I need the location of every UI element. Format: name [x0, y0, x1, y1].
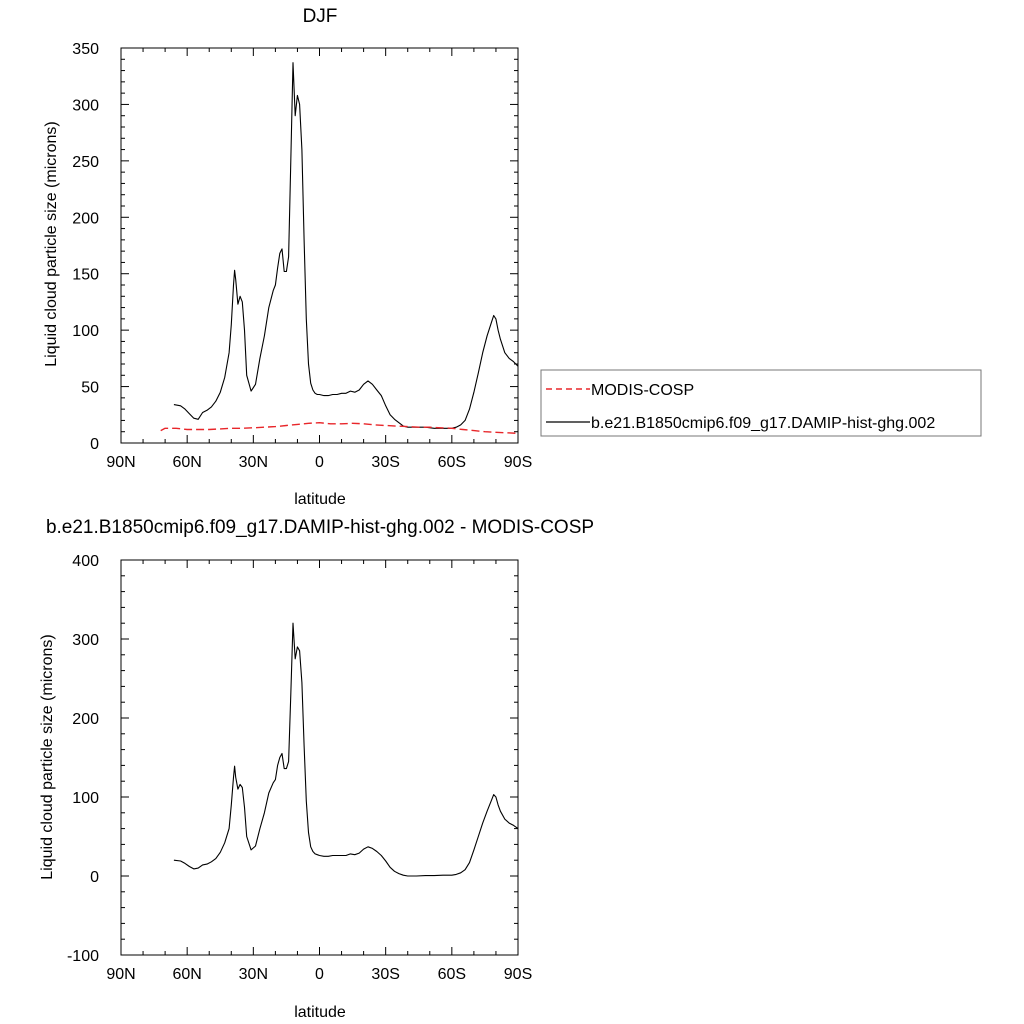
bottom-x-tick-label: 90S — [504, 966, 532, 983]
top-plot-frame — [120, 47, 519, 444]
top-x-tick-label: 90S — [504, 454, 532, 471]
top-x-axis-label: latitude — [294, 491, 346, 508]
bottom-x-tick-label: 90N — [106, 966, 135, 983]
bottom-plot-frame — [120, 559, 519, 956]
bottom-y-tick-label: 200 — [72, 711, 99, 728]
bottom-y-tick-label: 100 — [72, 790, 99, 807]
bottom-panel-title: b.e21.B1850cmip6.f09_g17.DAMIP-hist-ghg.… — [46, 517, 594, 538]
top-panel-title: DJF — [303, 6, 338, 27]
bottom-x-tick-label: 0 — [315, 966, 324, 983]
top-ticks: 90N 60N 30N 0 30S 60S 90S 0 50 100 150 200 250 300 350 — [72, 41, 532, 471]
bottom-x-axis-label: latitude — [294, 1004, 346, 1021]
top-series-line-model — [173, 62, 519, 429]
bottom-y-tick-label: -100 — [67, 948, 99, 965]
top-y-tick-label: 0 — [90, 436, 99, 453]
bottom-series-line-difference — [173, 622, 519, 877]
legend: MODIS-COSP b.e21.B1850cmip6.f09_g17.DAMI… — [540, 369, 982, 437]
top-y-tick-label: 250 — [72, 154, 99, 171]
bottom-y-tick-label: 400 — [72, 553, 99, 570]
top-y-axis-label: Liquid cloud particle size (microns) — [43, 121, 60, 366]
top-x-tick-label: 30N — [239, 454, 268, 471]
bottom-x-tick-label: 30S — [371, 966, 399, 983]
legend-label-model: b.e21.B1850cmip6.f09_g17.DAMIP-hist-ghg.… — [591, 415, 935, 432]
top-x-tick-label: 90N — [106, 454, 135, 471]
bottom-x-tick-label: 60S — [438, 966, 466, 983]
top-y-tick-label: 100 — [72, 323, 99, 340]
top-x-tick-label: 0 — [315, 454, 324, 471]
legend-label-modis-cosp: MODIS-COSP — [591, 382, 694, 399]
top-y-tick-label: 150 — [72, 267, 99, 284]
bottom-x-tick-label: 30N — [239, 966, 268, 983]
bottom-y-tick-label: 0 — [90, 869, 99, 886]
bottom-panel: b.e21.B1850cmip6.f09_g17.DAMIP-hist-ghg.… — [39, 517, 594, 1021]
bottom-series — [173, 622, 519, 877]
bottom-ticks: 90N 60N 30N 0 30S 60S 90S -100 0 100 200 300 400 — [67, 553, 532, 983]
top-panel: DJF Liquid cloud particle size (microns)… — [43, 6, 532, 508]
top-x-tick-label: 60N — [172, 454, 201, 471]
bottom-y-tick-label: 300 — [72, 632, 99, 649]
top-y-tick-label: 200 — [72, 210, 99, 227]
bottom-y-axis-label: Liquid cloud particle size (microns) — [39, 634, 56, 879]
top-x-tick-label: 60S — [438, 454, 466, 471]
top-series-line-modis-cosp — [160, 422, 519, 435]
bottom-x-tick-label: 60N — [172, 966, 201, 983]
top-y-tick-label: 50 — [81, 380, 99, 397]
legend-box — [540, 369, 982, 437]
top-y-tick-label: 300 — [72, 97, 99, 114]
top-series — [160, 62, 519, 435]
top-y-tick-label: 350 — [72, 41, 99, 58]
top-x-tick-label: 30S — [371, 454, 399, 471]
